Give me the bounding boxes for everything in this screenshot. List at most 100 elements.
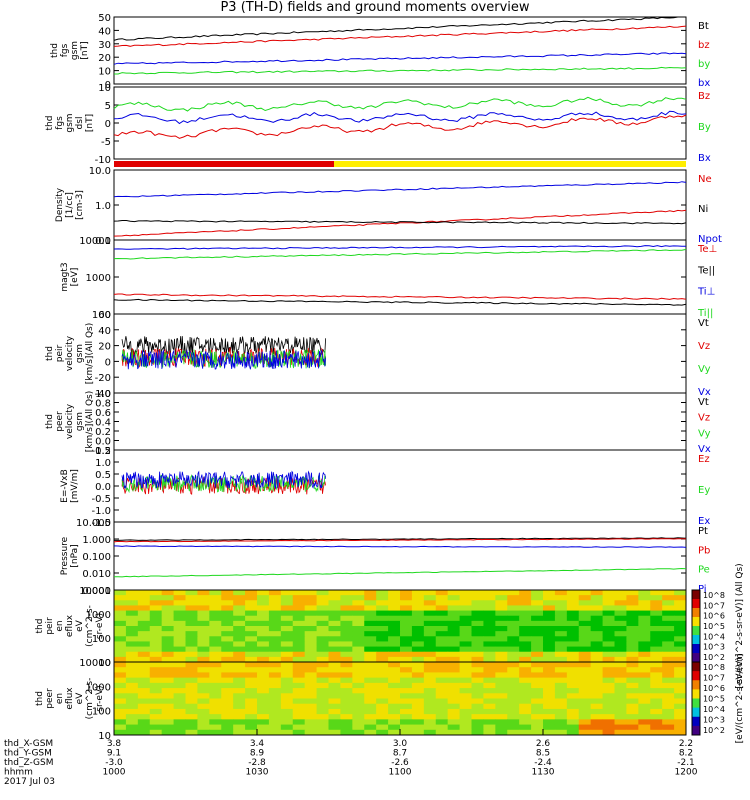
heatmap-cell [471, 641, 484, 648]
heatmap-cell [411, 620, 425, 627]
y-tick-label: 5 [105, 101, 111, 112]
colorbar-label: [eV/(cm^2-s-sr-eV)] (All Qs) [735, 563, 745, 688]
heatmap-cell [554, 636, 568, 642]
heatmap-cell [257, 708, 270, 715]
heatmap-cell [316, 620, 329, 627]
colorbar-tick-label: 10^8 [703, 663, 725, 672]
heatmap-cell [519, 615, 532, 622]
heatmap-cell [364, 651, 377, 658]
heatmap-cell [149, 651, 163, 658]
heatmap-cell [233, 600, 246, 606]
heatmap-cell [364, 641, 377, 648]
heatmap-cell [459, 672, 472, 679]
heatmap-cell [364, 590, 377, 596]
heatmap-cell [149, 682, 163, 689]
heatmap-cell [376, 631, 389, 637]
heatmap-cell [566, 688, 580, 694]
x-tick-label: 1200 [675, 768, 698, 778]
series-Vx [121, 349, 326, 370]
heatmap-cell [638, 693, 651, 699]
heatmap-cell [650, 605, 663, 612]
legend-Vt: Vt [698, 318, 709, 329]
heatmap-cell [257, 631, 270, 637]
heatmap-cell [459, 667, 472, 673]
heatmap-cell [352, 615, 365, 622]
y-tick-label: 0.5 [95, 470, 111, 481]
y-axis-label: E=-VxB [60, 469, 70, 503]
heatmap-cell [185, 620, 198, 627]
heatmap-cell [471, 719, 484, 726]
heatmap-cell [411, 677, 425, 684]
heatmap-cell [626, 682, 639, 689]
heatmap-cell [602, 682, 615, 689]
heatmap-cell [268, 631, 282, 637]
series-Pe [114, 567, 687, 578]
heatmap-cell [304, 605, 318, 612]
heatmap-cell [531, 620, 544, 627]
heatmap-cell [495, 714, 508, 720]
heatmap-cell [435, 708, 449, 715]
heatmap-cell [411, 651, 425, 658]
heatmap-cell [209, 595, 222, 601]
heatmap-cell [280, 620, 294, 627]
heatmap-cell [423, 626, 437, 632]
heatmap-cell [495, 600, 508, 606]
x-tick-label: 8.5 [536, 749, 550, 759]
heatmap-cell [376, 729, 389, 736]
legend-Npot: Npot [698, 234, 722, 245]
heatmap-cell [328, 641, 341, 648]
heatmap-cell [400, 626, 413, 632]
heatmap-cell [376, 626, 389, 632]
heatmap-cell [566, 636, 580, 642]
heatmap-cell [626, 662, 639, 668]
y-tick-label: 10.0 [89, 166, 111, 177]
heatmap-cell [531, 729, 544, 736]
heatmap-cell [221, 688, 234, 694]
heatmap-cell [566, 698, 580, 705]
heatmap-cell [149, 714, 163, 720]
heatmap-cell [268, 708, 282, 715]
heatmap-cell [519, 595, 532, 601]
heatmap-cell [674, 605, 687, 612]
heatmap-cell [304, 636, 318, 642]
heatmap-cell [173, 600, 186, 606]
y-axis-label: [mV/m] [70, 469, 80, 503]
heatmap-cell [245, 693, 258, 699]
heatmap-cell [507, 693, 520, 699]
heatmap-cell [149, 636, 163, 642]
heatmap-cell [578, 600, 592, 606]
heatmap-cell [364, 646, 377, 653]
heatmap-cell [328, 590, 341, 596]
heatmap-cell [185, 662, 198, 668]
heatmap-cell [578, 646, 592, 653]
heatmap-cell [221, 662, 234, 668]
heatmap-cell [185, 636, 198, 642]
heatmap-cell [531, 724, 544, 731]
heatmap-cell [316, 703, 329, 710]
heatmap-cell [495, 610, 508, 617]
heatmap-cell [626, 693, 639, 699]
heatmap-cell [292, 724, 306, 731]
heatmap-cell [316, 708, 329, 715]
heatmap-cell [554, 620, 568, 627]
heatmap-cell [507, 615, 520, 622]
colorbar-segment [692, 617, 700, 627]
heatmap-cell [566, 667, 580, 673]
heatmap-cell [185, 656, 198, 663]
y-tick-label: -0.2 [91, 446, 111, 457]
heatmap-cell [304, 651, 318, 658]
heatmap-cell [197, 605, 210, 612]
heatmap-cell [364, 714, 377, 720]
heatmap-cell [471, 688, 484, 694]
heatmap-cell [400, 595, 413, 601]
heatmap-cell [602, 724, 615, 731]
heatmap-cell [209, 688, 222, 694]
heatmap-cell [638, 698, 651, 705]
heatmap-cell [292, 672, 306, 679]
heatmap-cell [149, 590, 163, 596]
heatmap-cell [268, 651, 282, 658]
heatmap-cell [447, 600, 461, 606]
colorbar-tick-label: 10^6 [703, 612, 725, 621]
heatmap-cell [531, 703, 544, 710]
heatmap-cell [459, 724, 472, 731]
